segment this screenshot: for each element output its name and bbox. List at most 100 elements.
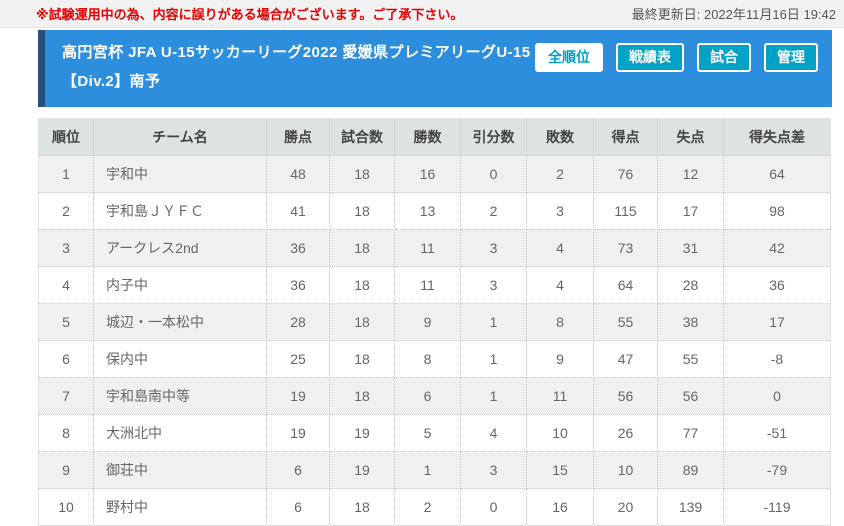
stat-cell: 2 [394, 488, 461, 526]
nav-button-4[interactable]: 管理 [764, 43, 818, 73]
table-row: 1 宇和中 48 18 16 0 2 76 12 64 [38, 155, 831, 193]
team-name-cell: 宇和島ＪＹＦＣ [93, 192, 267, 230]
stat-cell: 3 [460, 266, 527, 304]
stat-cell: 13 [394, 192, 461, 230]
stat-cell: 5 [38, 303, 94, 341]
stat-cell: 18 [329, 488, 395, 526]
stat-cell: 18 [329, 266, 395, 304]
stat-cell: 7 [38, 377, 94, 415]
table-row: 5 城辺・一本松中 28 18 9 1 8 55 38 17 [38, 303, 831, 341]
stat-cell: -79 [723, 451, 831, 489]
stat-cell: 15 [526, 451, 594, 489]
stat-cell: 47 [593, 340, 658, 378]
nav-button-1[interactable]: 全順位 [535, 43, 603, 73]
stat-cell: 77 [657, 414, 724, 452]
stat-cell: 89 [657, 451, 724, 489]
stat-cell: 2 [38, 192, 94, 230]
stat-cell: 11 [394, 266, 461, 304]
stat-cell: 115 [593, 192, 658, 230]
stat-cell: 55 [593, 303, 658, 341]
stat-cell: 4 [460, 414, 527, 452]
stat-cell: 4 [526, 229, 594, 267]
column-header: 敗数 [526, 118, 594, 156]
stat-cell: 1 [460, 377, 527, 415]
stat-cell: 16 [526, 488, 594, 526]
stat-cell: 3 [460, 451, 527, 489]
stat-cell: 26 [593, 414, 658, 452]
table-row: 10 野村中 6 18 2 0 16 20 139 -119 [38, 488, 831, 526]
stat-cell: 19 [266, 414, 330, 452]
stat-cell: 28 [266, 303, 330, 341]
stat-cell: 1 [460, 340, 527, 378]
team-name-cell: 御荘中 [93, 451, 267, 489]
stat-cell: 16 [394, 155, 461, 193]
table-row: 4 内子中 36 18 11 3 4 64 28 36 [38, 266, 831, 304]
column-header: チーム名 [93, 118, 267, 156]
stat-cell: 10 [38, 488, 94, 526]
stat-cell: 17 [723, 303, 831, 341]
nav-button-2[interactable]: 戦績表 [616, 43, 684, 73]
stat-cell: 8 [526, 303, 594, 341]
stat-cell: 56 [657, 377, 724, 415]
stat-cell: 139 [657, 488, 724, 526]
stat-cell: 64 [593, 266, 658, 304]
column-header: 失点 [657, 118, 724, 156]
stat-cell: 6 [394, 377, 461, 415]
stat-cell: 36 [266, 229, 330, 267]
stat-cell: 48 [266, 155, 330, 193]
nav-button-3[interactable]: 試合 [697, 43, 751, 73]
stat-cell: 38 [657, 303, 724, 341]
stat-cell: 5 [394, 414, 461, 452]
stat-cell: 19 [266, 377, 330, 415]
stat-cell: 76 [593, 155, 658, 193]
stat-cell: 56 [593, 377, 658, 415]
team-name-cell: 城辺・一本松中 [93, 303, 267, 341]
stat-cell: -8 [723, 340, 831, 378]
stat-cell: 8 [394, 340, 461, 378]
stat-cell: 9 [38, 451, 94, 489]
stat-cell: 0 [723, 377, 831, 415]
column-header: 引分数 [460, 118, 527, 156]
stat-cell: 20 [593, 488, 658, 526]
column-header: 勝点 [266, 118, 330, 156]
stat-cell: 19 [329, 451, 395, 489]
table-row: 2 宇和島ＪＹＦＣ 41 18 13 2 3 115 17 98 [38, 192, 831, 230]
stat-cell: 36 [266, 266, 330, 304]
league-title: 高円宮杯 JFA U-15サッカーリーグ2022 愛媛県プレミアリーグU-15 … [62, 44, 531, 90]
stat-cell: 64 [723, 155, 831, 193]
league-header: 高円宮杯 JFA U-15サッカーリーグ2022 愛媛県プレミアリーグU-15 … [38, 30, 832, 107]
team-name-cell: 宇和中 [93, 155, 267, 193]
stat-cell: 10 [526, 414, 594, 452]
column-header: 得点 [593, 118, 658, 156]
stat-cell: -119 [723, 488, 831, 526]
stat-cell: 36 [723, 266, 831, 304]
team-name-cell: 内子中 [93, 266, 267, 304]
header-nav: 全順位 戦績表 試合 管理 [535, 43, 818, 73]
stat-cell: 18 [329, 192, 395, 230]
stat-cell: 98 [723, 192, 831, 230]
stat-cell: 25 [266, 340, 330, 378]
stat-cell: 18 [329, 155, 395, 193]
stat-cell: 0 [460, 488, 527, 526]
column-header: 得失点差 [723, 118, 831, 156]
stat-cell: 1 [460, 303, 527, 341]
stat-cell: 55 [657, 340, 724, 378]
stat-cell: 2 [460, 192, 527, 230]
stat-cell: 1 [38, 155, 94, 193]
stat-cell: 18 [329, 377, 395, 415]
team-name-cell: 野村中 [93, 488, 267, 526]
column-header: 順位 [38, 118, 94, 156]
trial-operation-notice: ※試験運用中の為、内容に誤りがある場合がございます。ご了承下さい。 [36, 7, 464, 22]
stat-cell: 18 [329, 303, 395, 341]
table-row: 9 御荘中 6 19 1 3 15 10 89 -79 [38, 451, 831, 489]
stat-cell: 41 [266, 192, 330, 230]
stat-cell: 3 [38, 229, 94, 267]
stat-cell: 9 [526, 340, 594, 378]
table-row: 8 大洲北中 19 19 5 4 10 26 77 -51 [38, 414, 831, 452]
stat-cell: 6 [38, 340, 94, 378]
stat-cell: 28 [657, 266, 724, 304]
stat-cell: 0 [460, 155, 527, 193]
stat-cell: 17 [657, 192, 724, 230]
stat-cell: 18 [329, 340, 395, 378]
stat-cell: 73 [593, 229, 658, 267]
